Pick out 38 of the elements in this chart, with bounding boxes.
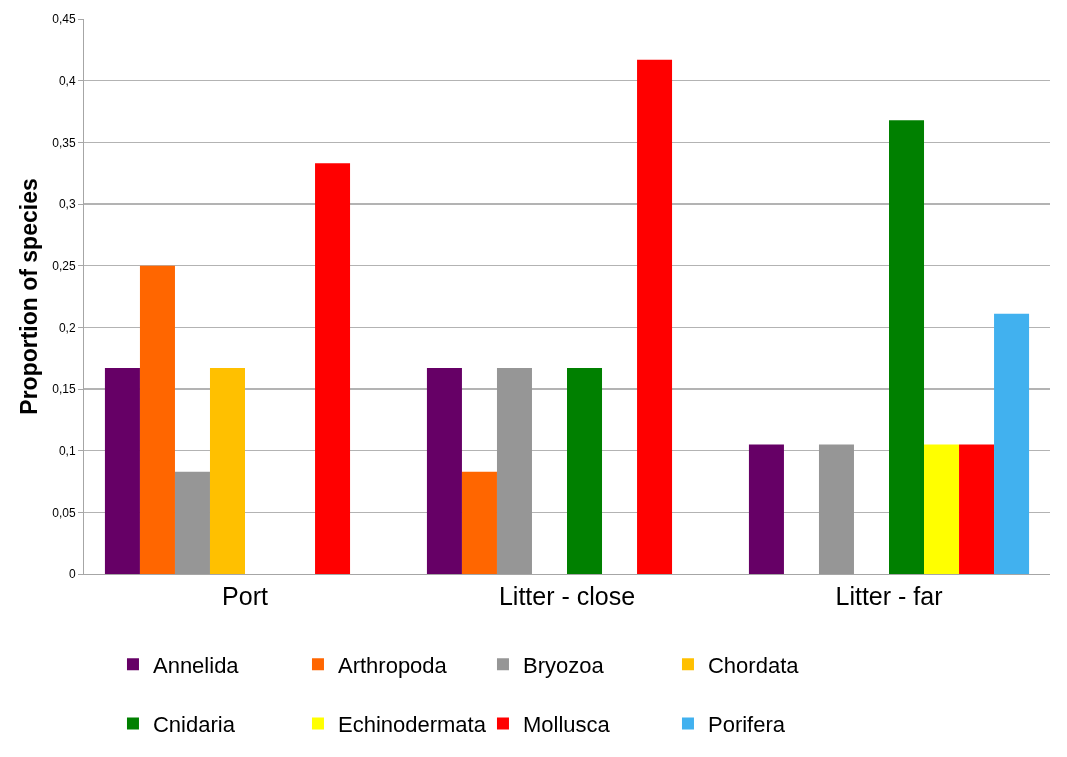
bar <box>924 444 960 574</box>
legend-label: Bryozoa <box>522 652 605 678</box>
bar <box>889 120 925 574</box>
bar <box>139 265 175 574</box>
bar <box>818 444 854 574</box>
y-tick-label: 0,3 <box>58 197 76 212</box>
bar <box>959 444 995 574</box>
y-tick-label: 0,05 <box>52 505 76 520</box>
y-tick-label: 0,1 <box>58 443 76 458</box>
y-axis-title: Proportion of species <box>15 178 42 415</box>
y-tick-label: 0,35 <box>52 135 76 150</box>
bar <box>748 444 784 574</box>
legend-label: Cnidaria <box>152 712 236 738</box>
y-tick-label: 0,4 <box>58 73 76 88</box>
bar <box>426 368 462 574</box>
bar <box>315 163 351 574</box>
legend-label: Porifera <box>707 712 786 738</box>
y-tick-label: 0,15 <box>52 382 76 397</box>
bar <box>104 368 140 574</box>
legend-label: Chordata <box>707 652 800 678</box>
bar <box>496 368 532 574</box>
y-tick-label: 0,25 <box>52 258 76 273</box>
legend-label: Mollusca <box>522 712 611 738</box>
legend-label: Annelida <box>152 652 240 678</box>
y-tick-label: 0,2 <box>58 320 76 335</box>
bar <box>461 471 497 574</box>
x-tick-label: Port <box>222 582 268 610</box>
x-tick-label: Litter - far <box>835 582 943 610</box>
legend-label: Arthropoda <box>337 652 448 678</box>
y-tick-label: 0,45 <box>52 12 76 27</box>
bar <box>174 471 210 574</box>
x-tick-label: Litter - close <box>498 582 636 610</box>
bar <box>209 368 245 574</box>
legend-label: Echinodermata <box>337 712 487 738</box>
bar <box>567 368 603 574</box>
bar <box>994 313 1030 574</box>
y-tick-label: 0 <box>68 567 76 582</box>
bar <box>637 59 673 574</box>
